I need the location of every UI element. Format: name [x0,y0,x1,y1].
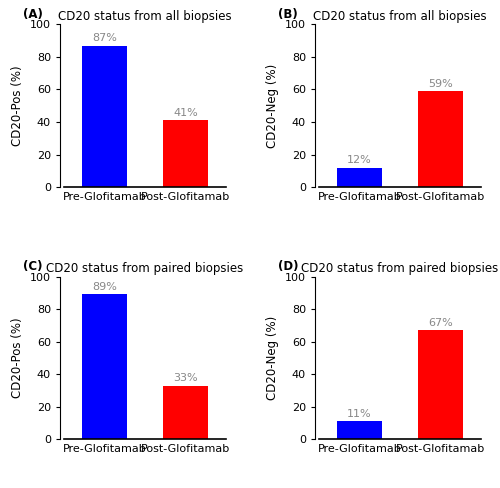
Bar [338,167,382,187]
Bar [82,294,127,439]
Text: 89%: 89% [92,282,117,292]
Title: CD20 status from paired biopsies: CD20 status from paired biopsies [302,263,498,275]
Title: CD20 status from paired biopsies: CD20 status from paired biopsies [46,263,244,275]
Y-axis label: CD20-Pos (%): CD20-Pos (%) [12,318,24,398]
Text: (C): (C) [22,260,42,273]
Text: 67%: 67% [428,318,453,328]
Bar [338,421,382,439]
Y-axis label: CD20-Neg (%): CD20-Neg (%) [266,63,280,148]
Text: (A): (A) [22,8,42,21]
Text: 41%: 41% [173,108,198,118]
Y-axis label: CD20-Neg (%): CD20-Neg (%) [266,316,280,400]
Bar [163,386,208,439]
Text: 33%: 33% [173,373,198,383]
Bar [418,91,463,187]
Title: CD20 status from all biopsies: CD20 status from all biopsies [58,10,232,23]
Text: 11%: 11% [347,409,372,419]
Text: (D): (D) [278,260,298,273]
Text: 87%: 87% [92,33,117,43]
Bar [163,121,208,187]
Text: (B): (B) [278,8,297,21]
Bar [82,45,127,187]
Y-axis label: CD20-Pos (%): CD20-Pos (%) [12,65,24,146]
Text: 12%: 12% [347,155,372,165]
Text: 59%: 59% [428,79,453,89]
Title: CD20 status from all biopsies: CD20 status from all biopsies [313,10,487,23]
Bar [418,330,463,439]
